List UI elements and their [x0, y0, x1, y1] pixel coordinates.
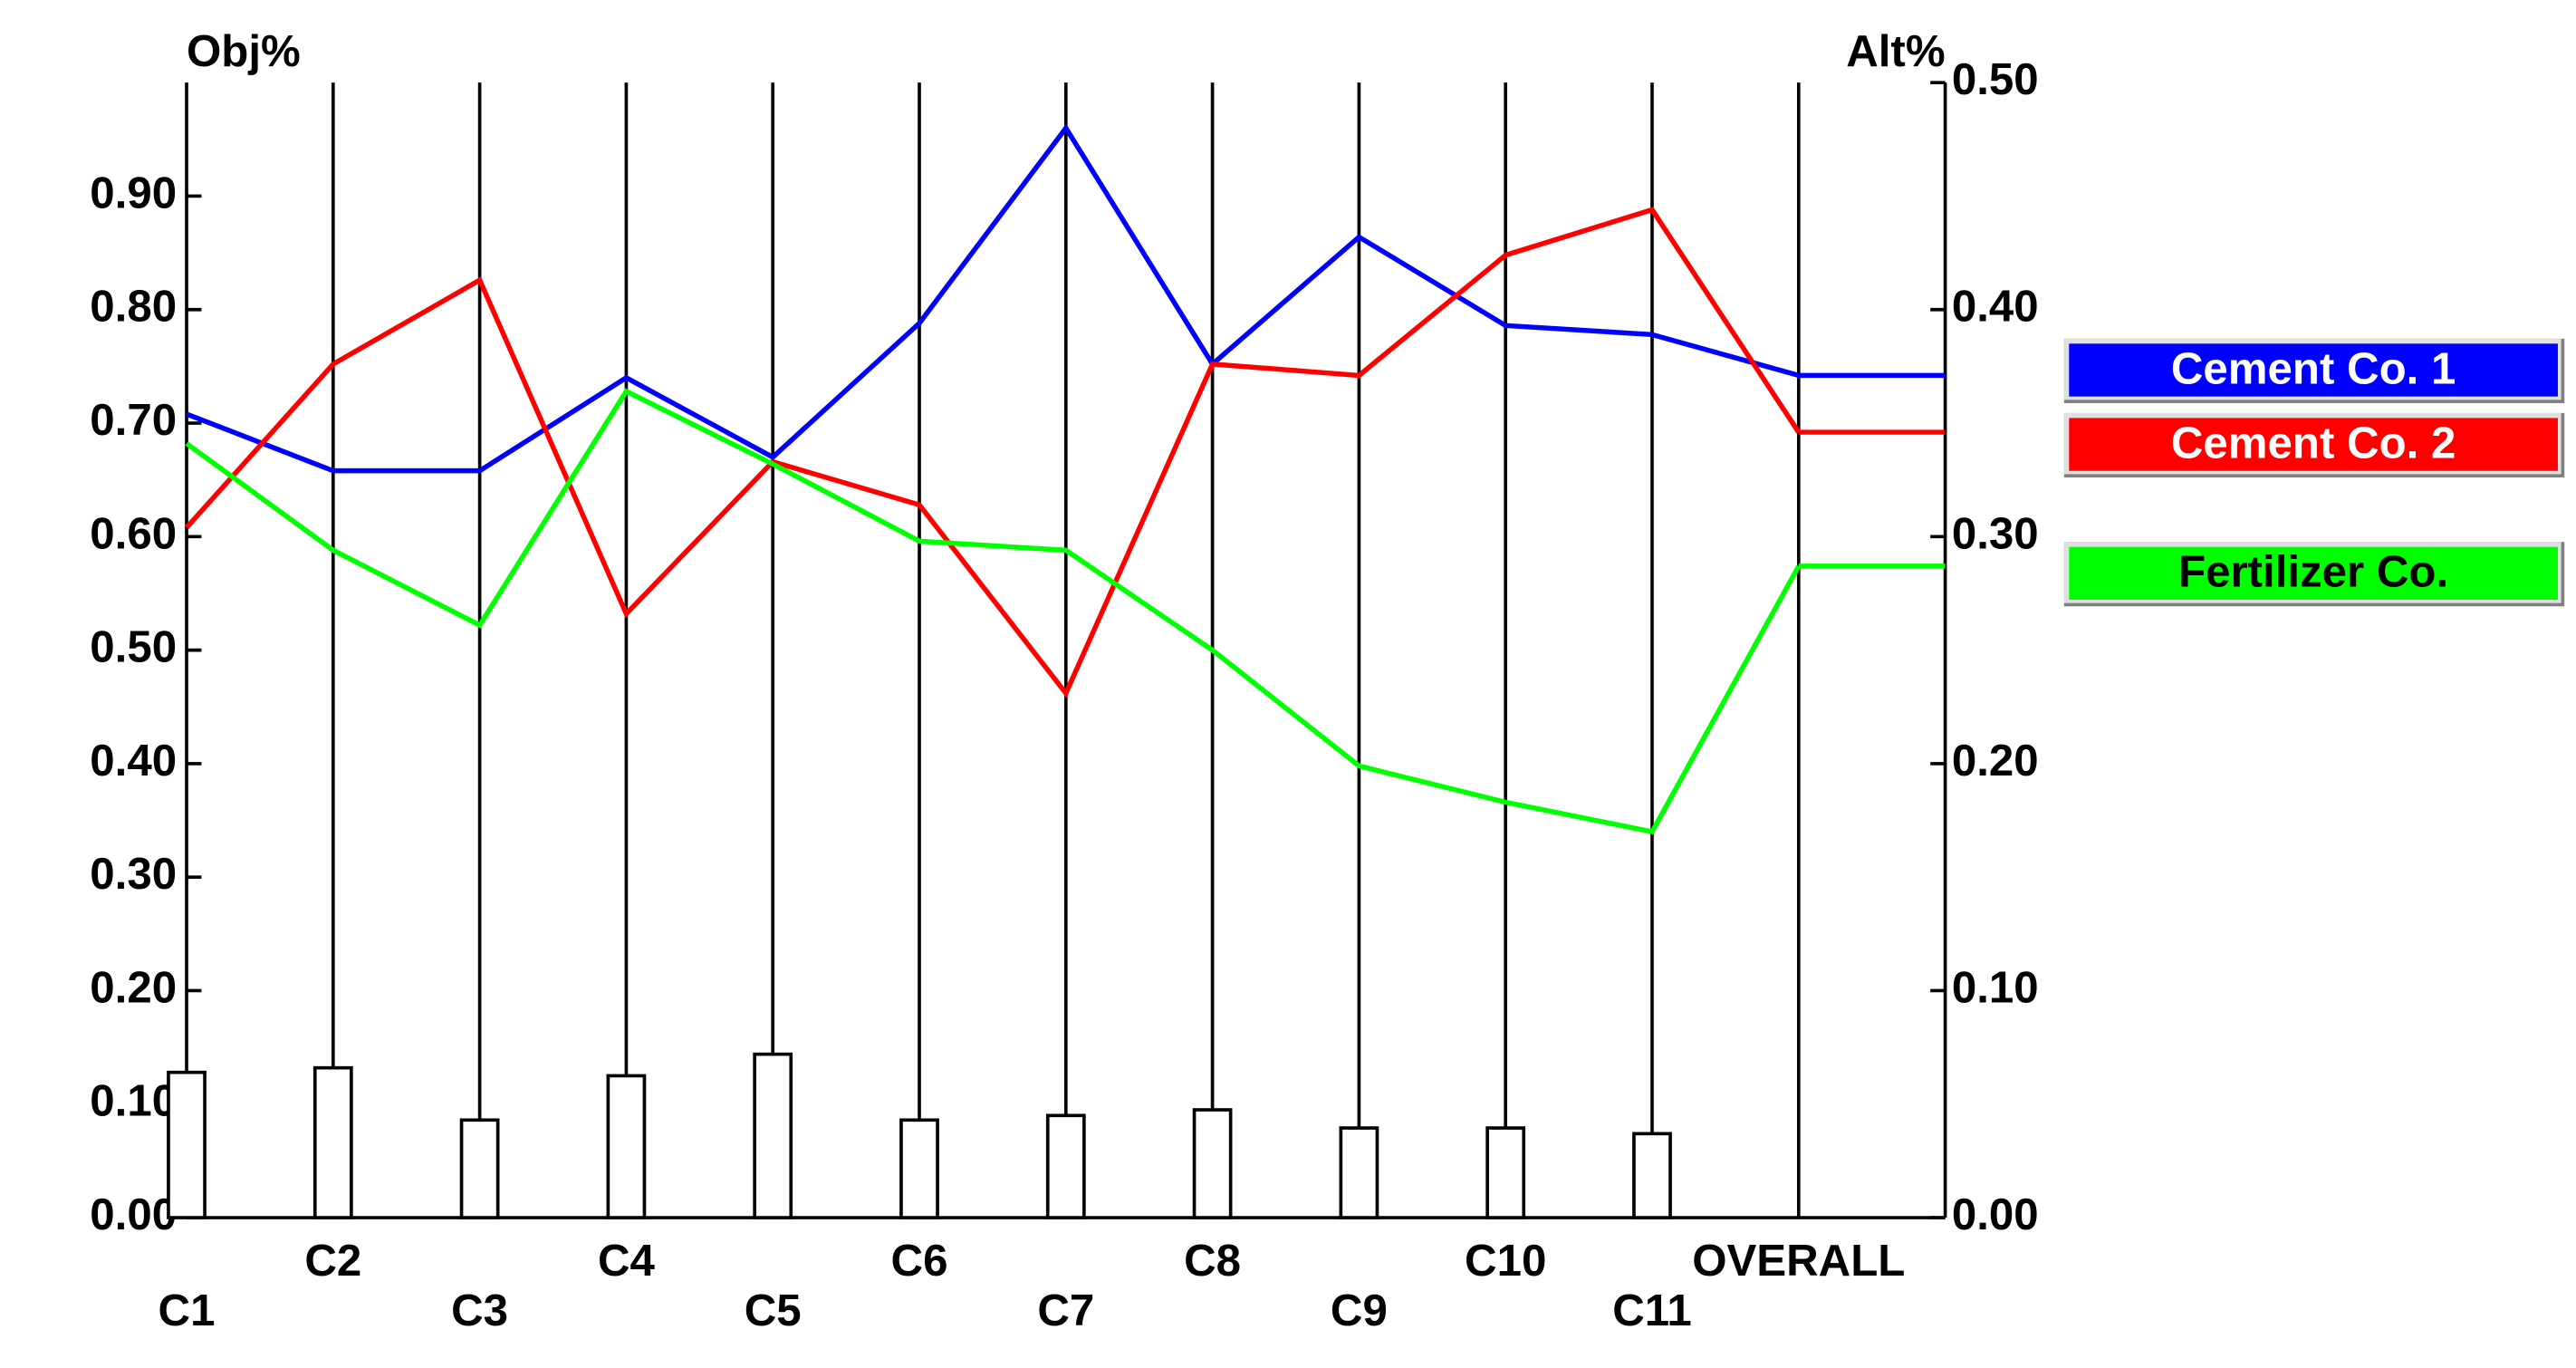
y2-tick-label: 0.20: [1952, 736, 2039, 785]
bar: [899, 1118, 939, 1219]
y-tick-label: 0.40: [90, 736, 177, 785]
y2-tick-label: 0.30: [1952, 508, 2039, 558]
x-tick-label: C2: [304, 1236, 361, 1286]
legend-button[interactable]: [2069, 546, 2558, 600]
y2-tick-label: 0.00: [1952, 1190, 2039, 1239]
y-axis-label: Obj%: [187, 26, 301, 76]
y2-axis-label: Alt%: [1846, 26, 1945, 76]
x-tick-label: C5: [745, 1286, 802, 1335]
bar: [167, 1070, 207, 1219]
y-tick-label: 0.70: [90, 395, 177, 445]
x-tick-label: C6: [891, 1236, 948, 1286]
x-tick-label: C10: [1465, 1236, 1546, 1286]
y2-tick-label: 0.50: [1952, 54, 2039, 104]
y-tick-label: 0.60: [90, 508, 177, 558]
legend-label[interactable]: Cement Co. 2: [2171, 418, 2456, 467]
x-tick-label: C9: [1331, 1286, 1388, 1335]
x-tick-label: C8: [1184, 1236, 1241, 1286]
x-tick-label: C4: [598, 1236, 656, 1286]
bar: [1192, 1108, 1233, 1219]
y-tick-label: 0.20: [90, 962, 177, 1012]
x-tick-label: C11: [1612, 1286, 1692, 1335]
y2-tick-label: 0.40: [1952, 282, 2039, 332]
bar: [1339, 1126, 1379, 1219]
x-tick-label: OVERALL: [1692, 1236, 1905, 1286]
y2-tick-label: 0.10: [1952, 962, 2039, 1012]
x-tick-label: C7: [1037, 1286, 1094, 1335]
series-line: [186, 123, 1800, 474]
legend-button[interactable]: [2069, 343, 2558, 397]
bar: [1632, 1132, 1672, 1219]
bar: [1045, 1113, 1086, 1219]
bar: [606, 1074, 647, 1219]
y-tick-label: 0.00: [90, 1190, 177, 1239]
x-tick-label: C3: [451, 1286, 508, 1335]
legend-label[interactable]: Fertilizer Co.: [2178, 547, 2448, 597]
series-line: [185, 388, 1802, 835]
bar: [753, 1052, 793, 1219]
bar: [1485, 1126, 1526, 1219]
bar: [312, 1065, 353, 1219]
y-tick-label: 0.50: [90, 622, 177, 672]
y-tick-label: 0.80: [90, 282, 177, 332]
x-tick-label: C1: [159, 1286, 216, 1335]
legend-button[interactable]: [2069, 418, 2558, 471]
y-tick-label: 0.90: [90, 168, 177, 217]
y-tick-label: 0.30: [90, 849, 177, 899]
bar: [459, 1118, 500, 1219]
legend-label[interactable]: Cement Co. 1: [2171, 343, 2456, 393]
y-tick-label: 0.10: [90, 1076, 177, 1126]
series-line: [184, 207, 1802, 698]
